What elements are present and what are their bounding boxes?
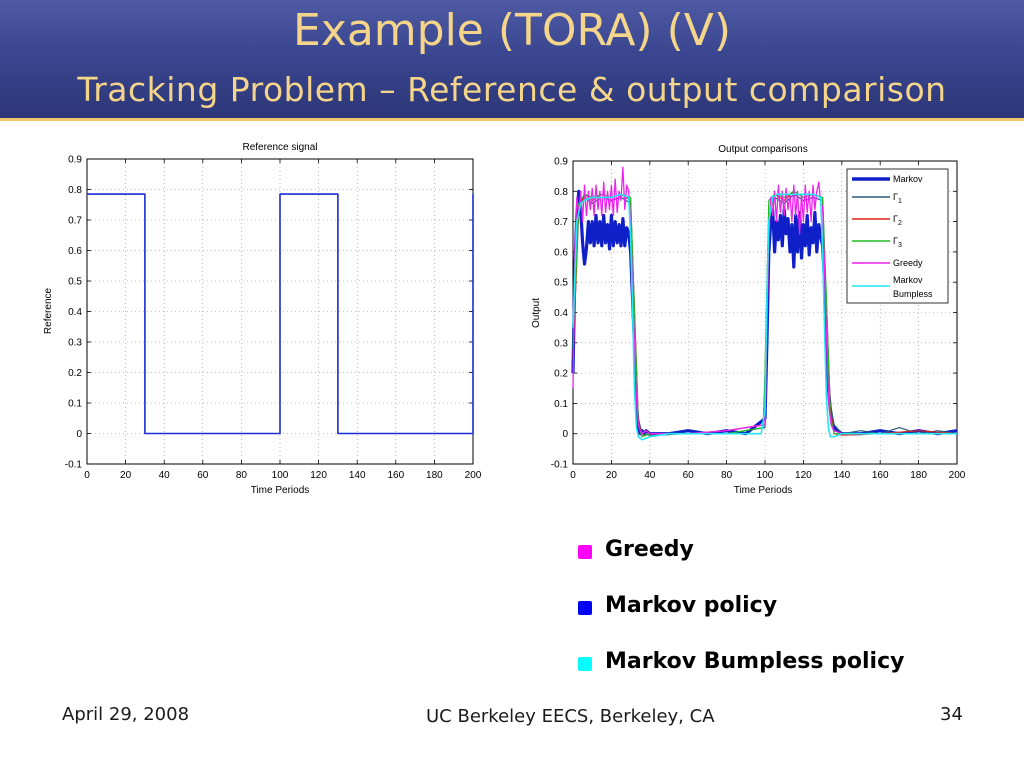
slide-subtitle: Tracking Problem – Reference & output co… xyxy=(77,70,947,109)
x-tick-label: 100 xyxy=(272,470,289,481)
x-tick-label: 0 xyxy=(84,470,90,481)
y-tick-label: 0 xyxy=(562,429,568,440)
chart-legend: Markov Γ1 Γ2 Γ3 Greedy Markov Bumpless xyxy=(846,168,949,304)
magenta-square-icon xyxy=(578,545,592,559)
y-tick-label: 0.2 xyxy=(554,369,568,380)
legend-entry-gamma-3: Γ3 xyxy=(852,236,902,249)
policy-bullet-list: Greedy Markov policy Markov Bumpless pol… xyxy=(576,530,1016,698)
x-tick-label: 60 xyxy=(683,470,695,481)
bullet-item-markov-policy: Markov policy xyxy=(576,586,1016,642)
legend-entry-greedy: Greedy xyxy=(852,258,923,268)
y-tick-label: -0.1 xyxy=(551,460,569,471)
series-line-reference xyxy=(87,193,474,435)
x-tick-label: 160 xyxy=(872,470,889,481)
x-tick-label: 120 xyxy=(795,470,812,481)
legend-label-gamma-2: Γ2 xyxy=(893,214,902,227)
chart-title: Output comparisons xyxy=(718,144,808,155)
legend-label-gamma-1: Γ1 xyxy=(893,192,902,205)
x-tick-label: 100 xyxy=(757,470,774,481)
x-axis-label: Time Periods xyxy=(734,485,793,496)
y-tick-label: 0 xyxy=(76,429,82,440)
legend-entry-gamma-2: Γ2 xyxy=(852,214,902,227)
legend-entry-gamma-1: Γ1 xyxy=(852,192,902,205)
y-tick-label: 0.8 xyxy=(554,187,568,198)
y-tick-label: 0.9 xyxy=(554,157,568,168)
x-tick-label: 140 xyxy=(349,470,366,481)
series-line-greedy xyxy=(572,166,957,435)
x-tick-label: 180 xyxy=(910,470,927,481)
legend-entry-markov: Markov xyxy=(852,174,923,184)
x-tick-label: 20 xyxy=(606,470,618,481)
chart-title: Reference signal xyxy=(242,142,317,153)
y-tick-label: 0.5 xyxy=(554,278,568,289)
gamma-subscript: 1 xyxy=(898,198,902,205)
bullet-item-greedy: Greedy xyxy=(576,530,1016,586)
gamma-subscript: 2 xyxy=(898,220,902,227)
x-tick-label: 140 xyxy=(833,470,850,481)
gamma-symbol: Γ xyxy=(893,214,898,224)
x-tick-label: 120 xyxy=(310,470,327,481)
gamma-symbol: Γ xyxy=(893,192,898,202)
legend-box xyxy=(846,168,949,304)
y-tick-label: 0.8 xyxy=(68,185,82,196)
legend-label-gamma-3: Γ3 xyxy=(893,236,902,249)
gamma-symbol: Γ xyxy=(893,236,898,246)
y-tick-label: 0.6 xyxy=(554,247,568,258)
legend-label-greedy: Greedy xyxy=(893,258,923,268)
page-number: 34 xyxy=(940,704,963,725)
y-tick-label: 0.4 xyxy=(554,308,568,319)
x-tick-label: 80 xyxy=(721,470,733,481)
y-tick-label: 0.1 xyxy=(68,399,82,410)
x-tick-label: 40 xyxy=(644,470,656,481)
footer-venue: UC Berkeley EECS, Berkeley, CA xyxy=(426,706,715,727)
y-tick-label: 0.9 xyxy=(68,155,82,166)
x-tick-label: 0 xyxy=(570,470,576,481)
x-tick-label: 200 xyxy=(465,470,482,481)
y-tick-label: 0.7 xyxy=(68,216,82,227)
bullet-text: Markov policy xyxy=(605,593,778,618)
legend-label-markov: Markov xyxy=(893,174,923,184)
header-divider xyxy=(0,118,1024,121)
y-tick-label: 0.1 xyxy=(554,399,568,410)
y-axis-label: Output xyxy=(531,298,542,328)
y-tick-label: -0.1 xyxy=(65,460,83,471)
x-tick-label: 200 xyxy=(949,470,966,481)
series-line-markov-bumpless xyxy=(572,193,957,441)
legend-label-markov-bumpless-line1: Markov xyxy=(893,275,923,285)
y-tick-label: 0.4 xyxy=(68,307,82,318)
y-tick-label: 0.6 xyxy=(68,246,82,257)
x-tick-label: 160 xyxy=(387,470,404,481)
y-tick-label: 0.7 xyxy=(554,217,568,228)
x-tick-label: 60 xyxy=(197,470,209,481)
cyan-square-icon xyxy=(578,657,592,671)
footer-date: April 29, 2008 xyxy=(62,704,190,725)
y-tick-label: 0.2 xyxy=(68,368,82,379)
x-axis-label: Time Periods xyxy=(251,485,310,496)
legend-label-markov-bumpless-line2: Bumpless xyxy=(893,289,933,299)
bullet-text: Greedy xyxy=(605,537,694,562)
blue-square-icon xyxy=(578,601,592,615)
bullet-item-markov-bumpless-policy: Markov Bumpless policy xyxy=(576,642,1016,698)
legend-entry-markov-bumpless: Markov Bumpless xyxy=(852,275,933,299)
x-tick-label: 180 xyxy=(426,470,443,481)
slide-title: Example (TORA) (V) xyxy=(292,5,732,56)
y-tick-label: 0.3 xyxy=(68,338,82,349)
x-tick-label: 20 xyxy=(120,470,132,481)
gamma-subscript: 3 xyxy=(898,242,902,249)
y-tick-label: 0.5 xyxy=(68,277,82,288)
slide-header: Example (TORA) (V) Tracking Problem – Re… xyxy=(0,0,1024,118)
y-tick-label: 0.3 xyxy=(554,338,568,349)
x-tick-label: 80 xyxy=(236,470,248,481)
bullet-text: Markov Bumpless policy xyxy=(605,649,905,674)
x-tick-label: 40 xyxy=(159,470,171,481)
y-axis-label: Reference xyxy=(43,287,54,334)
